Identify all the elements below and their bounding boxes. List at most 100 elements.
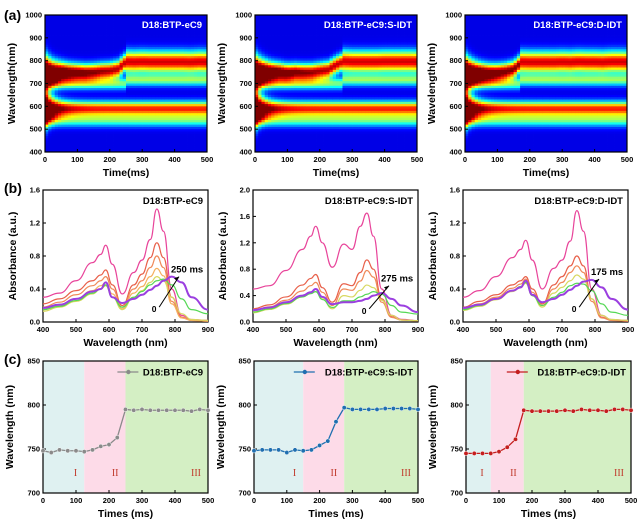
heatmap-cell: [293, 85, 298, 89]
heatmap-cell: [271, 131, 275, 135]
heatmap-cell: [74, 26, 78, 30]
heatmap-cell: [61, 62, 65, 66]
heatmap-cell: [264, 124, 269, 128]
heatmap-cell: [348, 74, 353, 78]
heatmap-cell: [174, 78, 179, 82]
heatmap-cell: [284, 28, 288, 32]
heatmap-cell: [310, 88, 314, 91]
heatmap-cell: [67, 106, 72, 110]
heatmap-cell: [345, 106, 350, 110]
heatmap-cell: [200, 51, 205, 55]
heatmap-cell: [284, 97, 288, 100]
heatmap-cell: [284, 69, 288, 73]
heatmap-cell: [310, 67, 314, 71]
heatmap-cell: [174, 49, 179, 52]
heatmap-cell: [267, 76, 272, 80]
heatmap-cell: [345, 42, 350, 46]
heatmap-cell: [161, 90, 166, 94]
heatmap-cell: [339, 140, 343, 144]
heatmap-cell: [164, 37, 169, 41]
heatmap-cell: [80, 129, 85, 132]
heatmap-cell: [151, 138, 156, 141]
heatmap-cell: [109, 147, 114, 151]
heatmap-cell: [155, 35, 159, 39]
heatmap-cell: [355, 62, 360, 66]
heatmap-cell: [57, 110, 62, 114]
heatmap-cell: [161, 19, 166, 23]
heatmap-cell: [70, 81, 75, 84]
heatmap-cell: [135, 33, 140, 36]
heatmap-cell: [77, 145, 82, 148]
heatmap-cell: [132, 46, 137, 50]
heatmap-cell: [155, 58, 159, 62]
heatmap-cell: [48, 81, 52, 84]
heatmap-cell: [113, 76, 117, 80]
heatmap-cell: [339, 37, 343, 41]
heatmap-cell: [80, 145, 85, 148]
heatmap-cell: [200, 24, 205, 27]
heatmap-cell: [274, 37, 279, 41]
heatmap-cell: [155, 81, 159, 84]
heatmap-cell: [255, 51, 259, 55]
heatmap-cell: [267, 17, 272, 20]
heatmap-cell: [54, 104, 59, 107]
heatmap-cell: [122, 126, 127, 130]
heatmap-cell: [161, 24, 166, 27]
heatmap-cell: [261, 117, 266, 121]
heatmap-cell: [293, 149, 298, 153]
heatmap-cell: [197, 83, 201, 87]
heatmap-cell: [80, 30, 85, 34]
heatmap-cell: [138, 19, 143, 23]
heatmap-cell: [151, 35, 156, 39]
heatmap-cell: [200, 140, 205, 144]
heatmap-cell: [313, 94, 317, 98]
heatmap-cell: [332, 65, 337, 68]
heatmap-cell: [158, 133, 163, 137]
heatmap-cell: [329, 72, 334, 75]
heatmap-cell: [116, 49, 120, 52]
heatmap-cell: [326, 120, 330, 123]
heatmap-cell: [70, 33, 75, 36]
heatmap-cell: [355, 67, 360, 71]
heatmap-cell: [271, 35, 275, 39]
heatmap-cell: [300, 51, 304, 55]
heatmap-cell: [103, 129, 107, 132]
heatmap-cell: [158, 44, 163, 48]
heatmap-cell: [64, 85, 69, 89]
heatmap-cell: [93, 133, 98, 137]
heatmap-cell: [109, 88, 114, 91]
heatmap-cell: [61, 74, 65, 78]
heatmap-cell: [122, 81, 127, 84]
heatmap-cell: [126, 97, 130, 100]
heatmap-cell: [348, 110, 353, 114]
heatmap-cell: [297, 104, 301, 107]
heatmap-cell: [277, 40, 282, 43]
heatmap-cell: [174, 67, 179, 71]
heatmap-cell: [142, 104, 146, 107]
heatmap-cell: [67, 81, 72, 84]
heatmap-cell: [158, 56, 163, 59]
heatmap-cell: [297, 133, 301, 137]
heatmap-cell: [258, 51, 262, 55]
heatmap-cell: [51, 53, 56, 57]
heatmap-cell: [184, 99, 188, 103]
heatmap-cell: [332, 46, 337, 50]
heatmap-cell: [119, 101, 124, 105]
heatmap-cell: [290, 30, 295, 34]
heatmap-cell: [181, 124, 185, 128]
heatmap-cell: [280, 37, 285, 41]
heatmap-cell: [200, 67, 205, 71]
heatmap-cell: [197, 85, 201, 89]
heatmap-cell: [174, 69, 179, 73]
heatmap-cell: [45, 136, 49, 139]
heatmap-cell: [332, 106, 337, 110]
heatmap-cell: [93, 17, 98, 20]
heatmap-cell: [171, 53, 175, 57]
heatmap-cell: [51, 56, 56, 59]
heatmap-cell: [187, 145, 192, 148]
heatmap-cell: [313, 124, 317, 128]
heatmap-cell: [313, 51, 317, 55]
heatmap-cell: [116, 90, 120, 94]
heatmap-cell: [274, 99, 279, 103]
heatmap-cell: [310, 33, 314, 36]
